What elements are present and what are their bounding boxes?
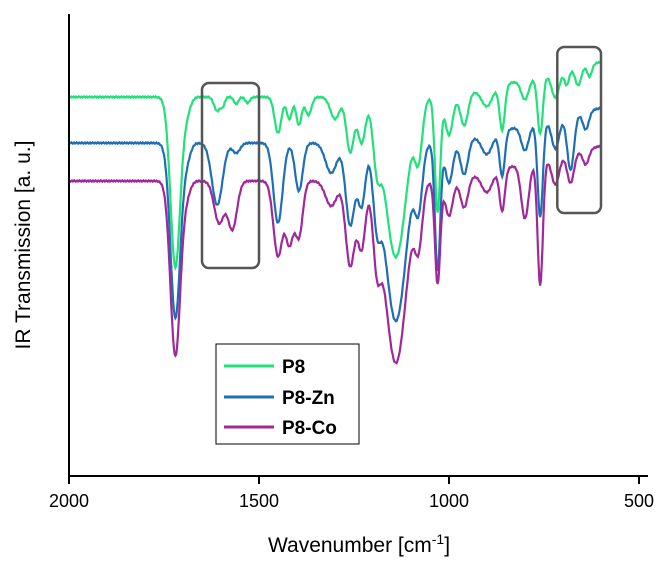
highlight-box (556, 45, 603, 215)
x-tick-label: 500 (624, 491, 654, 511)
legend-label-p8: P8 (282, 357, 305, 378)
legend-label-p8-zn: P8-Zn (282, 388, 335, 409)
highlight-box (200, 81, 261, 270)
series-line-p8-co (68, 144, 602, 365)
series-lines (68, 60, 602, 365)
y-axis-title: IR Transmission [a. u.] (12, 141, 35, 350)
series-line-p8-zn (68, 106, 602, 323)
x-tick-label: 2000 (49, 491, 89, 511)
series-line-p8 (68, 60, 602, 272)
legend-box (215, 343, 360, 445)
x-tick-label: 1500 (239, 491, 279, 511)
legend-label-p8-co: P8-Co (282, 418, 337, 439)
x-axis-title: Wavenumber [cm-1] (268, 531, 450, 557)
x-ticks: 2000 1500 1000 500 (49, 476, 654, 511)
highlight-boxes (200, 45, 603, 270)
legend: P8 P8-Zn P8-Co (215, 343, 360, 445)
x-tick-label: 1000 (429, 491, 469, 511)
